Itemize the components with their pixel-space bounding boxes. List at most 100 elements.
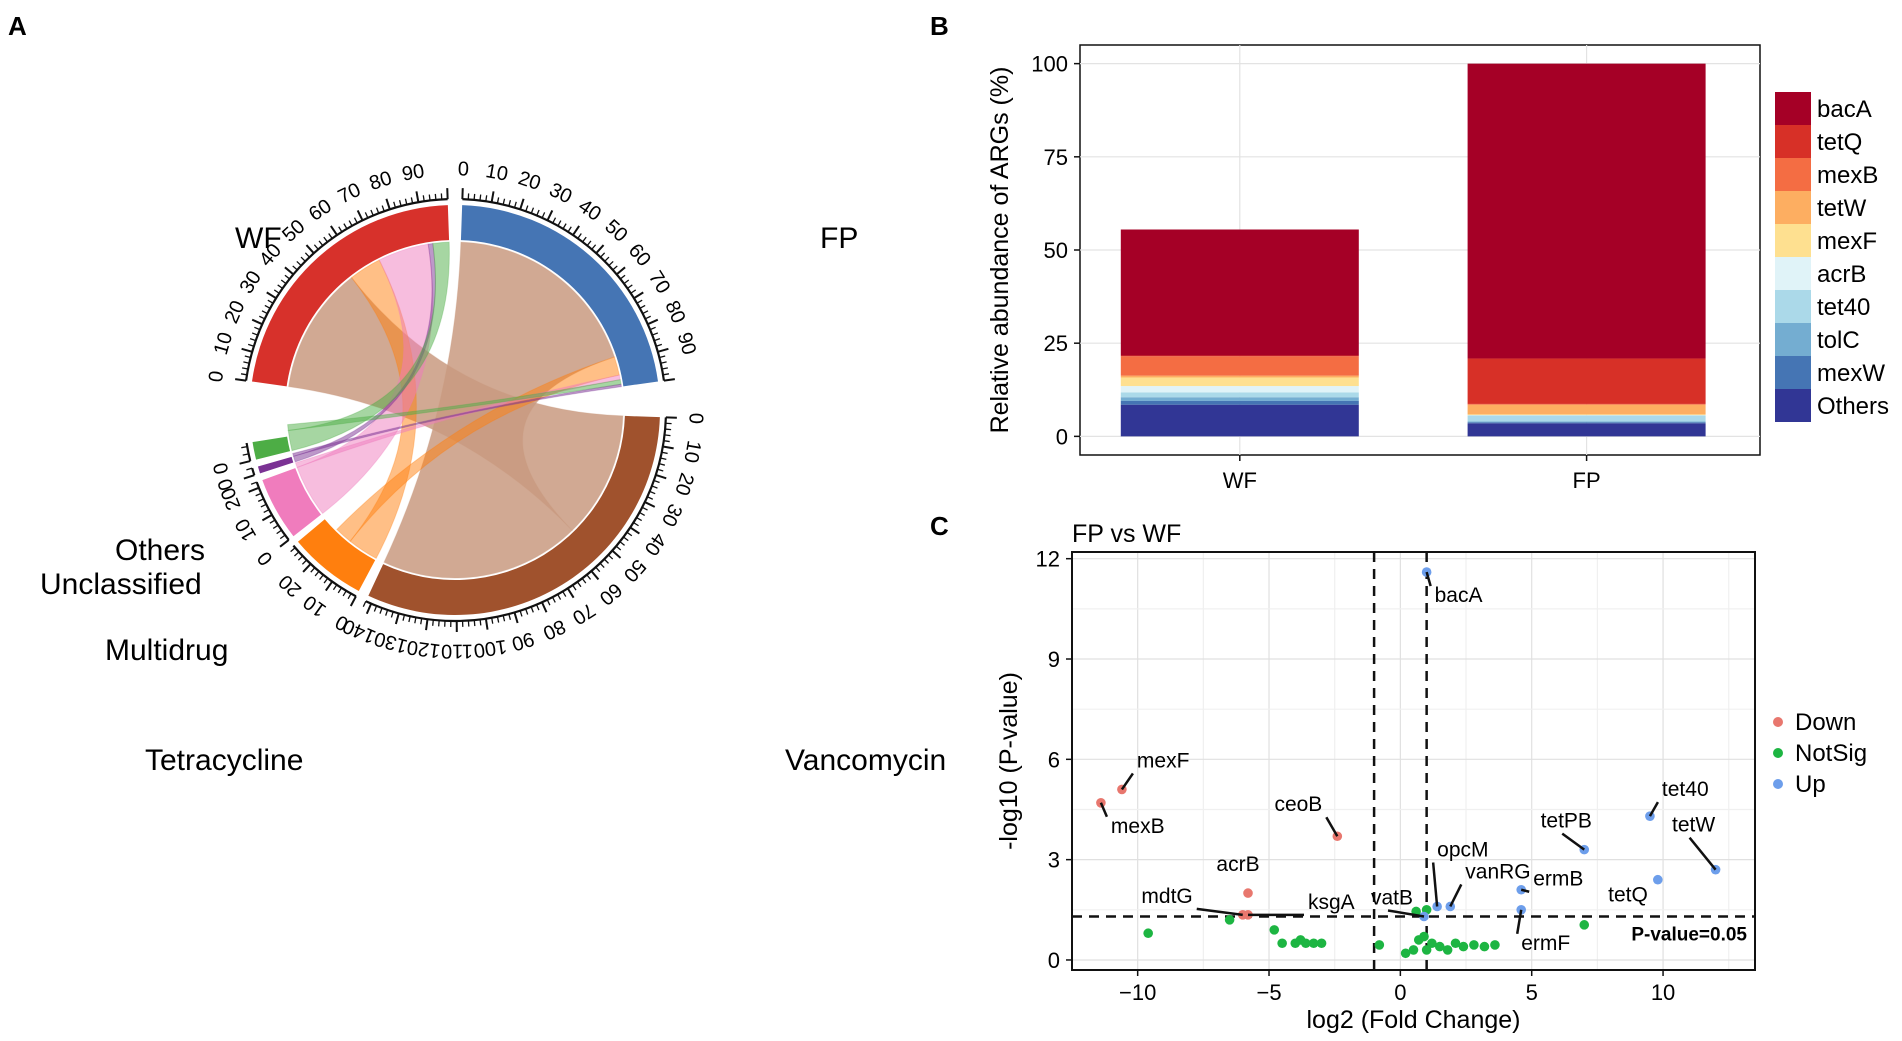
sector-label-vancomycin: Vancomycin xyxy=(785,744,946,777)
tick-others-0 xyxy=(239,460,251,465)
tick-vancomycin-92 xyxy=(508,613,512,620)
gene-label-ceob: ceoB xyxy=(1274,793,1322,816)
tick-fp-82 xyxy=(649,326,656,331)
tick-vancomycin-80 xyxy=(541,601,548,613)
tick-label-fp-80: 80 xyxy=(660,297,689,326)
bar-wf-tet40 xyxy=(1120,392,1359,398)
tick-unclassified-2 xyxy=(246,467,253,471)
tick-vancomycin-14 xyxy=(660,457,667,460)
tick-label-vancomycin-50: 50 xyxy=(619,555,650,586)
tick-label-vancomycin-70: 70 xyxy=(568,598,599,628)
tick-vancomycin-54 xyxy=(603,558,609,564)
leader-ceob xyxy=(1325,816,1339,837)
gene-label-tetq: tetQ xyxy=(1608,884,1648,907)
tick-fp-86 xyxy=(654,338,661,342)
tick-fp-72 xyxy=(636,299,643,304)
tick-vancomycin-96 xyxy=(496,616,500,623)
point-notsig xyxy=(1442,945,1453,955)
point-vanrg xyxy=(1445,901,1456,912)
tick-fp-8 xyxy=(485,195,488,202)
sector-label-unclassified: Unclassified xyxy=(40,568,202,601)
tick-wf-84 xyxy=(398,200,402,207)
tick-fp-74 xyxy=(639,304,646,309)
sector-axis-others xyxy=(245,442,252,462)
tick-label-vancomycin-120: 120 xyxy=(406,636,442,662)
legend-label-down: Down xyxy=(1795,709,1856,736)
point-notsig xyxy=(1427,938,1437,949)
leader-mexf xyxy=(1120,772,1134,791)
tick-vancomycin-84 xyxy=(530,606,534,613)
legend-swatch-tetq xyxy=(1775,125,1811,158)
tick-fp-62 xyxy=(619,274,626,280)
tick-label-wf-60: 60 xyxy=(305,195,336,226)
tick-vancomycin-132 xyxy=(390,611,394,618)
leader-tet40 xyxy=(1648,801,1660,817)
sector-vancomycin xyxy=(368,415,660,615)
tick-vancomycin-28 xyxy=(647,496,654,500)
tick-vancomycin-38 xyxy=(633,522,639,527)
legend-label-mexw: mexW xyxy=(1817,360,1885,387)
tick-vancomycin-70 xyxy=(566,587,575,599)
legend-label-mexb: mexB xyxy=(1817,162,1878,189)
bar-fp-tetw xyxy=(1467,404,1706,415)
tick-vancomycin-134 xyxy=(385,609,389,616)
tick-label-x--10: −10 xyxy=(1119,980,1156,1005)
tick-wf-74 xyxy=(370,209,374,216)
tick-vancomycin-86 xyxy=(525,608,529,615)
tick-vancomycin-44 xyxy=(623,536,629,542)
tick-fp-96 xyxy=(661,367,668,370)
tick-tetracycline-14 xyxy=(319,574,324,580)
tick-vancomycin-118 xyxy=(432,619,434,626)
tick-multidrug-22 xyxy=(250,481,257,485)
tick-vancomycin-72 xyxy=(562,591,567,597)
tick-fp-54 xyxy=(604,256,610,262)
chord-ribbons xyxy=(287,241,624,579)
tick-fp-78 xyxy=(645,315,651,320)
tick-vancomycin-40 xyxy=(629,526,640,535)
bar-fp-mexf xyxy=(1467,414,1706,416)
tick-wf-70 xyxy=(356,210,364,221)
legend-dot-up xyxy=(1773,779,1783,789)
tick-vancomycin-30 xyxy=(644,501,656,508)
tick-fp-100 xyxy=(663,378,675,382)
tick-wf-42 xyxy=(292,265,298,271)
tick-fp-22 xyxy=(525,205,529,212)
point-notsig xyxy=(1419,931,1429,942)
tick-vancomycin-126 xyxy=(408,616,411,623)
y-axis-title: -log10 (P-value) xyxy=(995,672,1023,850)
point-notsig xyxy=(1490,940,1500,950)
leader-baca xyxy=(1425,571,1432,587)
point-notsig xyxy=(1269,925,1280,935)
tick-fp-24 xyxy=(530,207,535,214)
tick-vancomycin-36 xyxy=(636,517,643,522)
leader-tetpb xyxy=(1561,832,1585,851)
tick-vancomycin-32 xyxy=(641,506,648,511)
tick-fp-98 xyxy=(662,373,670,376)
tick-vancomycin-138 xyxy=(373,605,378,612)
legend-swatch-others xyxy=(1775,389,1811,422)
plot-area xyxy=(1072,552,1755,970)
tick-fp-14 xyxy=(502,198,506,205)
gene-label-vanrg: vanRG xyxy=(1465,860,1530,883)
tick-wf-66 xyxy=(348,220,353,227)
tick-wf-86 xyxy=(404,198,408,205)
tick-wf-54 xyxy=(318,240,324,246)
tick-fp-4 xyxy=(473,193,476,200)
tick-wf-32 xyxy=(273,289,280,294)
tick-wf-76 xyxy=(375,207,380,214)
leader-vanrg xyxy=(1449,883,1463,908)
ribbon-wf-others xyxy=(287,241,450,452)
tick-vancomycin-10 xyxy=(662,445,674,450)
tick-fp-80 xyxy=(647,318,659,326)
tick-fp-40 xyxy=(572,225,580,236)
tick-fp-64 xyxy=(623,279,630,285)
bar-fp-mexb xyxy=(1467,403,1706,405)
tick-fp-92 xyxy=(659,355,666,359)
legend-swatch-mexf xyxy=(1775,224,1811,257)
tick-label-x-wf: WF xyxy=(1223,468,1257,493)
sector-tetracycline xyxy=(297,519,376,592)
tick-vancomycin-142 xyxy=(362,600,367,607)
tick-fp-66 xyxy=(627,284,633,289)
legend-label-tetq: tetQ xyxy=(1817,129,1862,156)
